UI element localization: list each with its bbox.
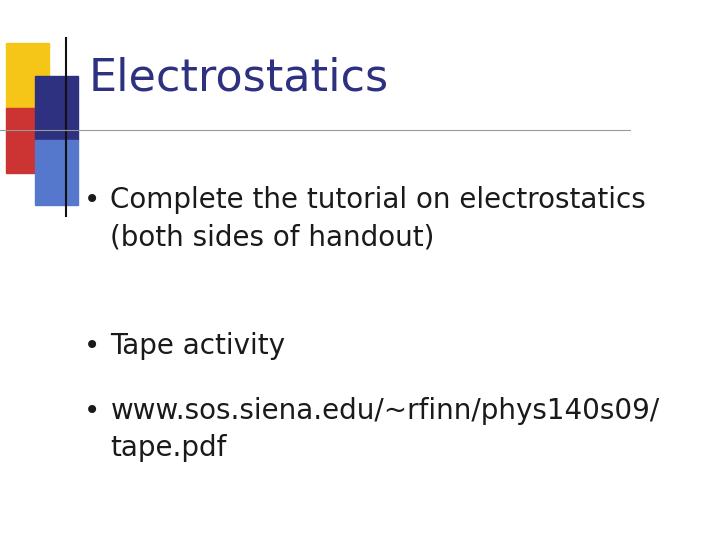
Text: •: • [84, 332, 99, 360]
Text: •: • [84, 186, 99, 214]
Bar [35, 76, 78, 140]
Bar [6, 43, 49, 108]
Bar [6, 108, 49, 173]
Text: Complete the tutorial on electrostatics
(both sides of handout): Complete the tutorial on electrostatics … [110, 186, 646, 251]
Text: www.sos.siena.edu/~rfinn/phys140s09/
tape.pdf: www.sos.siena.edu/~rfinn/phys140s09/ tap… [110, 397, 660, 462]
Bar [35, 140, 78, 205]
Text: Electrostatics: Electrostatics [89, 57, 389, 100]
Text: •: • [84, 397, 99, 425]
Text: Tape activity: Tape activity [110, 332, 285, 360]
